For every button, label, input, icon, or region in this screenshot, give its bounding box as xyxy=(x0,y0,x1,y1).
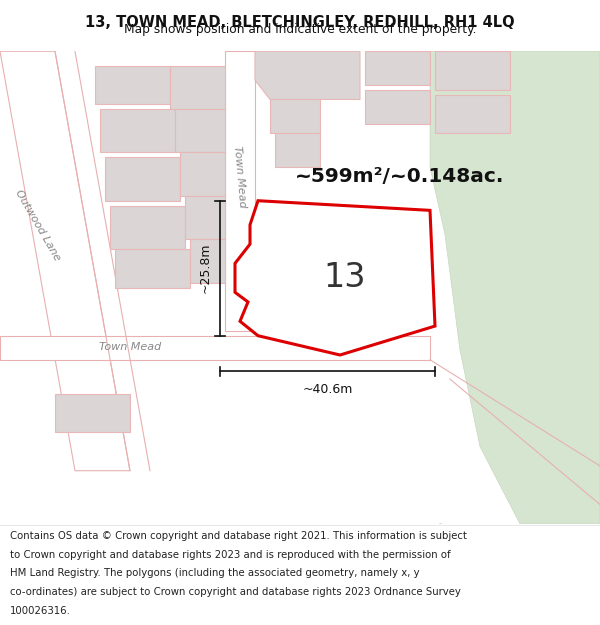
Polygon shape xyxy=(225,51,255,331)
Polygon shape xyxy=(0,336,430,360)
Polygon shape xyxy=(430,51,600,524)
Polygon shape xyxy=(105,158,180,201)
Polygon shape xyxy=(95,66,170,104)
Polygon shape xyxy=(270,99,320,133)
Polygon shape xyxy=(275,133,320,167)
Text: ~599m²/~0.148ac.: ~599m²/~0.148ac. xyxy=(295,167,505,186)
Polygon shape xyxy=(55,394,130,432)
Text: ~40.6m: ~40.6m xyxy=(302,383,353,396)
Text: to Crown copyright and database rights 2023 and is reproduced with the permissio: to Crown copyright and database rights 2… xyxy=(10,549,450,559)
Polygon shape xyxy=(435,51,510,90)
Polygon shape xyxy=(435,94,510,133)
Text: co-ordinates) are subject to Crown copyright and database rights 2023 Ordnance S: co-ordinates) are subject to Crown copyr… xyxy=(10,587,460,597)
Text: 100026316.: 100026316. xyxy=(10,606,70,616)
Polygon shape xyxy=(185,196,225,239)
Text: Town Mead: Town Mead xyxy=(99,342,161,352)
Polygon shape xyxy=(110,206,185,249)
Polygon shape xyxy=(115,249,190,288)
Text: 13: 13 xyxy=(324,261,366,294)
Polygon shape xyxy=(235,201,435,355)
Polygon shape xyxy=(365,90,430,124)
Text: 13, TOWN MEAD, BLETCHINGLEY, REDHILL, RH1 4LQ: 13, TOWN MEAD, BLETCHINGLEY, REDHILL, RH… xyxy=(85,16,515,31)
Text: ~25.8m: ~25.8m xyxy=(199,243,212,294)
Polygon shape xyxy=(175,109,225,152)
Polygon shape xyxy=(255,51,360,99)
Polygon shape xyxy=(0,51,130,471)
Polygon shape xyxy=(190,239,225,282)
Polygon shape xyxy=(100,109,175,152)
Text: HM Land Registry. The polygons (including the associated geometry, namely x, y: HM Land Registry. The polygons (includin… xyxy=(10,568,419,578)
Text: Town Mead: Town Mead xyxy=(232,145,248,208)
Polygon shape xyxy=(180,152,225,196)
Text: Outwood Lane: Outwood Lane xyxy=(14,188,62,262)
Polygon shape xyxy=(365,51,430,85)
Polygon shape xyxy=(170,66,225,109)
Text: Map shows position and indicative extent of the property.: Map shows position and indicative extent… xyxy=(124,23,476,36)
Text: Contains OS data © Crown copyright and database right 2021. This information is : Contains OS data © Crown copyright and d… xyxy=(10,531,467,541)
